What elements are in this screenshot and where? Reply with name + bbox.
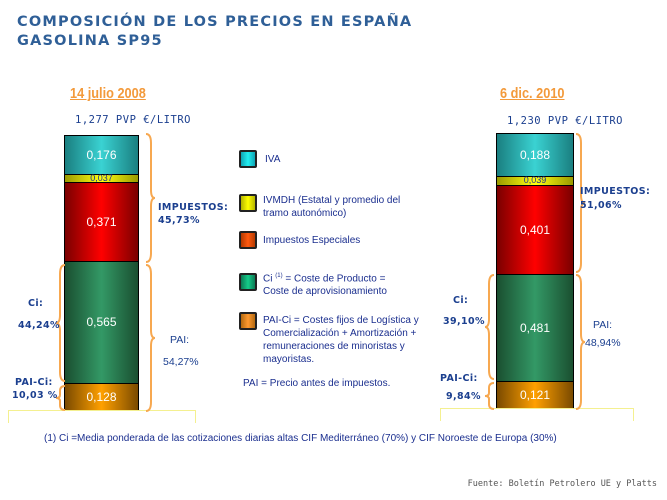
paici-label-2008: PAI-Ci: [15, 377, 53, 388]
impuestos-pct-2010: 51,06% [580, 200, 622, 211]
brace-impuestos-2010 [575, 133, 586, 273]
brace-impuestos-2008 [145, 133, 156, 263]
legend-ci-superscript: (1) [275, 273, 283, 279]
legend-swatch-ivmdh [239, 194, 257, 212]
legend-swatch-iva [239, 150, 257, 168]
brace-paici-2008 [55, 385, 66, 411]
stacked-bar-2010: 0,188 0,039 0,401 0,481 0,121 [496, 133, 574, 409]
legend-swatch-ci [239, 273, 257, 291]
segment-impuestos-especiales: 0,371 [65, 181, 138, 262]
footnote: (1) Ci =Media ponderada de las cotizacio… [44, 433, 557, 444]
pai-definition: PAI = Precio antes de impuestos. [243, 378, 391, 389]
segment-iva: 0,176 [65, 136, 138, 174]
paici-pct-2010: 9,84% [446, 391, 481, 402]
segment-ivmdh: 0,037 [65, 173, 138, 182]
ci-label-2010: Ci: [453, 295, 469, 306]
base-line-left [8, 410, 196, 423]
legend-ci-prefix: Ci [263, 273, 273, 285]
date-label-2010: 6 dic. 2010 [500, 85, 565, 102]
segment-ci: 0,565 [65, 261, 138, 383]
brace-ci-2010 [484, 274, 495, 380]
legend-text-ci: Ci (1) = Coste de Producto = Coste de ap… [263, 270, 403, 298]
date-label-2008: 14 julio 2008 [70, 85, 146, 102]
impuestos-pct-2008: 45,73% [158, 215, 200, 226]
pvp-label-2010: 1,230 PVP €/LITRO [507, 115, 623, 127]
legend-text-iva: IVA [265, 154, 281, 165]
brace-pai-2010 [575, 274, 586, 410]
brace-paici-2010 [484, 382, 495, 410]
legend-swatch-pai-ci [239, 312, 257, 330]
pai-label-2008: PAI: [170, 334, 190, 346]
impuestos-label-2010: IMPUESTOS: [580, 186, 651, 197]
legend-text-ivmdh: IVMDH (Estatal y promedio del tramo auto… [263, 195, 401, 219]
segment-impuestos-especiales: 0,401 [497, 184, 573, 274]
ci-pct-2008: 44,24% [18, 320, 60, 331]
legend-ci-rest: = Coste de Producto = Coste de aprovisio… [263, 273, 387, 298]
segment-ivmdh: 0,039 [497, 175, 573, 185]
legend-text-impuestos-especiales: Impuestos Especiales [263, 235, 361, 246]
base-line-right [440, 408, 634, 421]
chart-title-line1: COMPOSICIÓN DE LOS PRECIOS EN ESPAÑA [17, 14, 413, 30]
legend-swatch-impuestos-especiales [239, 231, 257, 249]
ci-pct-2010: 39,10% [443, 316, 485, 327]
paici-pct-2008: 10,03 % [12, 390, 58, 401]
impuestos-label-2008: IMPUESTOS: [158, 202, 229, 213]
pai-label-2010: PAI: [593, 319, 613, 331]
brace-pai-2008 [145, 264, 156, 412]
segment-ci: 0,481 [497, 273, 573, 382]
segment-iva: 0,188 [497, 134, 573, 176]
paici-label-2010: PAI-Ci: [440, 373, 478, 384]
stacked-bar-2008: 0,176 0,037 0,371 0,565 0,128 [64, 135, 139, 411]
pai-pct-2008: 54,27% [163, 356, 199, 368]
segment-pai-ci: 0,121 [497, 381, 573, 408]
legend-text-pai-ci: PAI-Ci = Costes fijos de Logística y Com… [263, 315, 419, 365]
chart-title-line2: GASOLINA SP95 [17, 33, 163, 49]
brace-ci-2008 [55, 264, 66, 382]
source-note: Fuente: Boletín Petrolero UE y Platts [467, 479, 657, 489]
ci-label-2008: Ci: [28, 298, 44, 309]
segment-pai-ci: 0,128 [65, 382, 138, 410]
pai-pct-2010: 48,94% [585, 337, 621, 349]
pvp-label-2008: 1,277 PVP €/LITRO [75, 114, 191, 126]
